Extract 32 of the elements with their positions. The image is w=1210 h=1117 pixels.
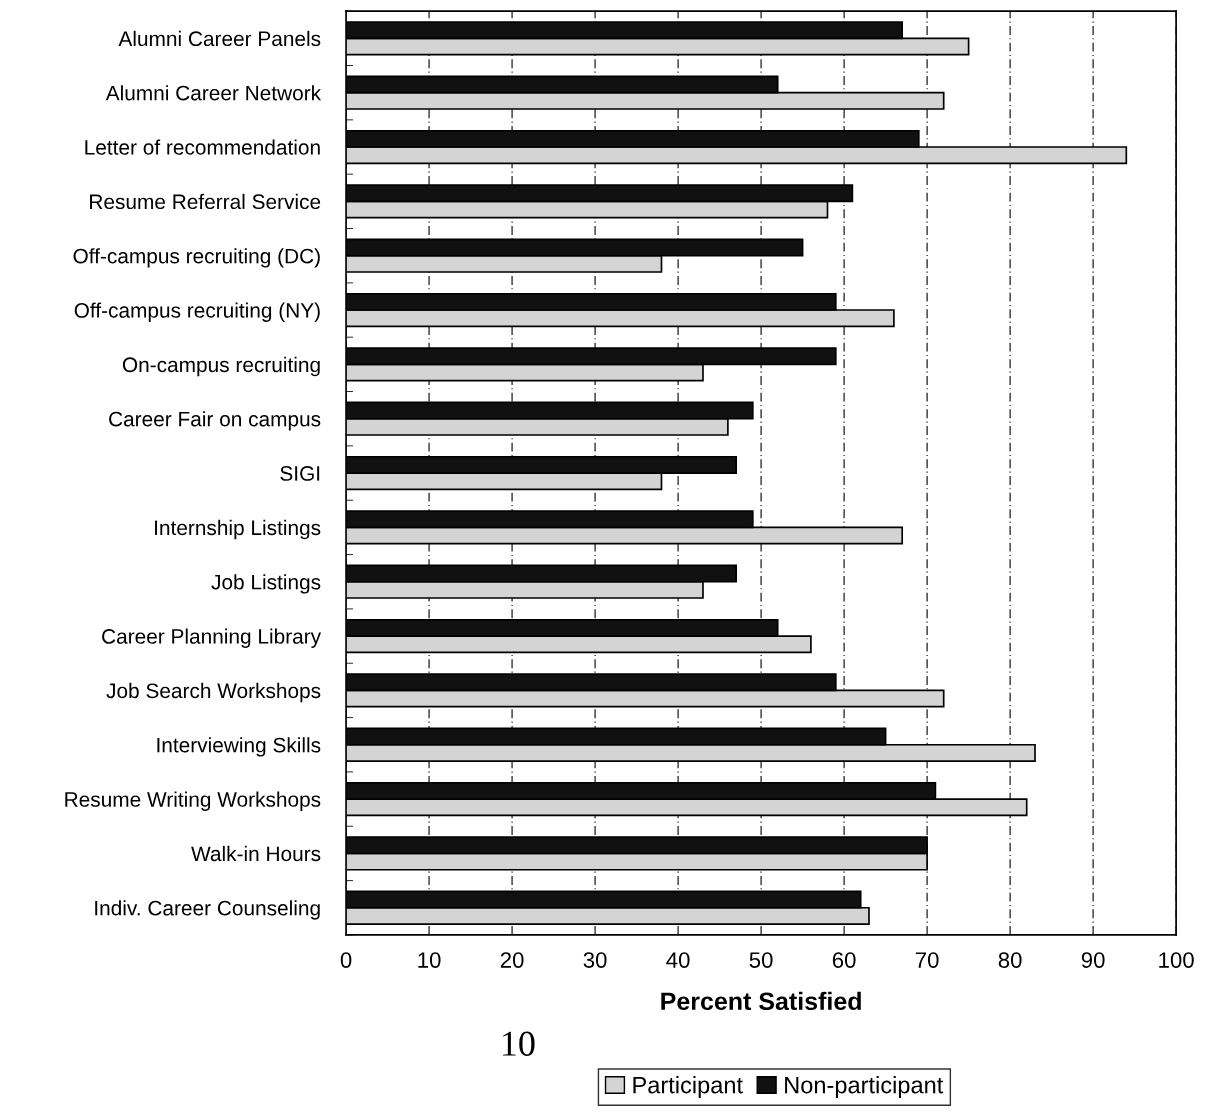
y-tick-label: Career Fair on campus xyxy=(109,411,321,431)
x-tick-label: 60 xyxy=(832,952,856,968)
y-tick-label: Resume Writing Workshops xyxy=(65,791,321,811)
y-tick-label: Resume Referral Service xyxy=(90,193,321,210)
x-tick-label: 50 xyxy=(749,952,773,968)
x-tick-label: 70 xyxy=(915,952,939,968)
x-tick-label: 30 xyxy=(583,952,607,968)
legend-label: Non-participant xyxy=(785,1076,944,1099)
x-tick-label: 90 xyxy=(1081,952,1105,968)
x-tick-label: 10 xyxy=(418,952,441,968)
x-tick-label: 0 xyxy=(340,952,352,968)
x-tick-label: 40 xyxy=(666,952,690,968)
legend-label: Participant xyxy=(633,1076,743,1099)
y-tick-label: Job Listings xyxy=(211,574,321,594)
y-tick-label: Alumni Career Panels xyxy=(118,30,321,47)
y-tick-label: Alumni Career Network xyxy=(105,85,322,101)
y-tick-label: Off-campus recruiting (NY) xyxy=(74,302,320,322)
x-axis-title: Percent Satisfied xyxy=(661,991,861,1011)
x-tick-label: 20 xyxy=(500,952,524,968)
x-tick-label: 100 xyxy=(1159,952,1194,968)
y-tick-label: Off-campus recruiting (DC) xyxy=(73,248,320,268)
y-tick-label: Letter of recommendation xyxy=(85,139,320,155)
text: 10 xyxy=(503,1031,535,1056)
y-tick-label: Internship Listings xyxy=(155,519,321,540)
x-tick-label: 80 xyxy=(998,952,1022,968)
y-tick-label: Indiv. Career Counseling xyxy=(95,900,320,920)
y-tick-label: On-campus recruiting xyxy=(122,356,320,377)
y-tick-label: SIGI xyxy=(280,466,320,481)
y-tick-label: Walk-in Hours xyxy=(191,845,321,862)
y-tick-label: Interviewing Skills xyxy=(157,737,321,757)
y-tick-label: Career Planning Library xyxy=(102,628,322,648)
y-tick-label: Job Search Workshops xyxy=(106,682,321,703)
